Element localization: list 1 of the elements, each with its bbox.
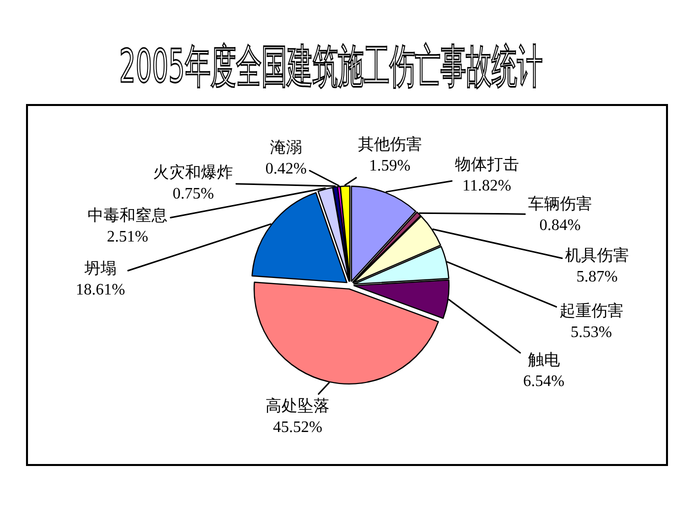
title: 2005年度全国建筑施工伤亡事故统计 xyxy=(119,38,543,94)
